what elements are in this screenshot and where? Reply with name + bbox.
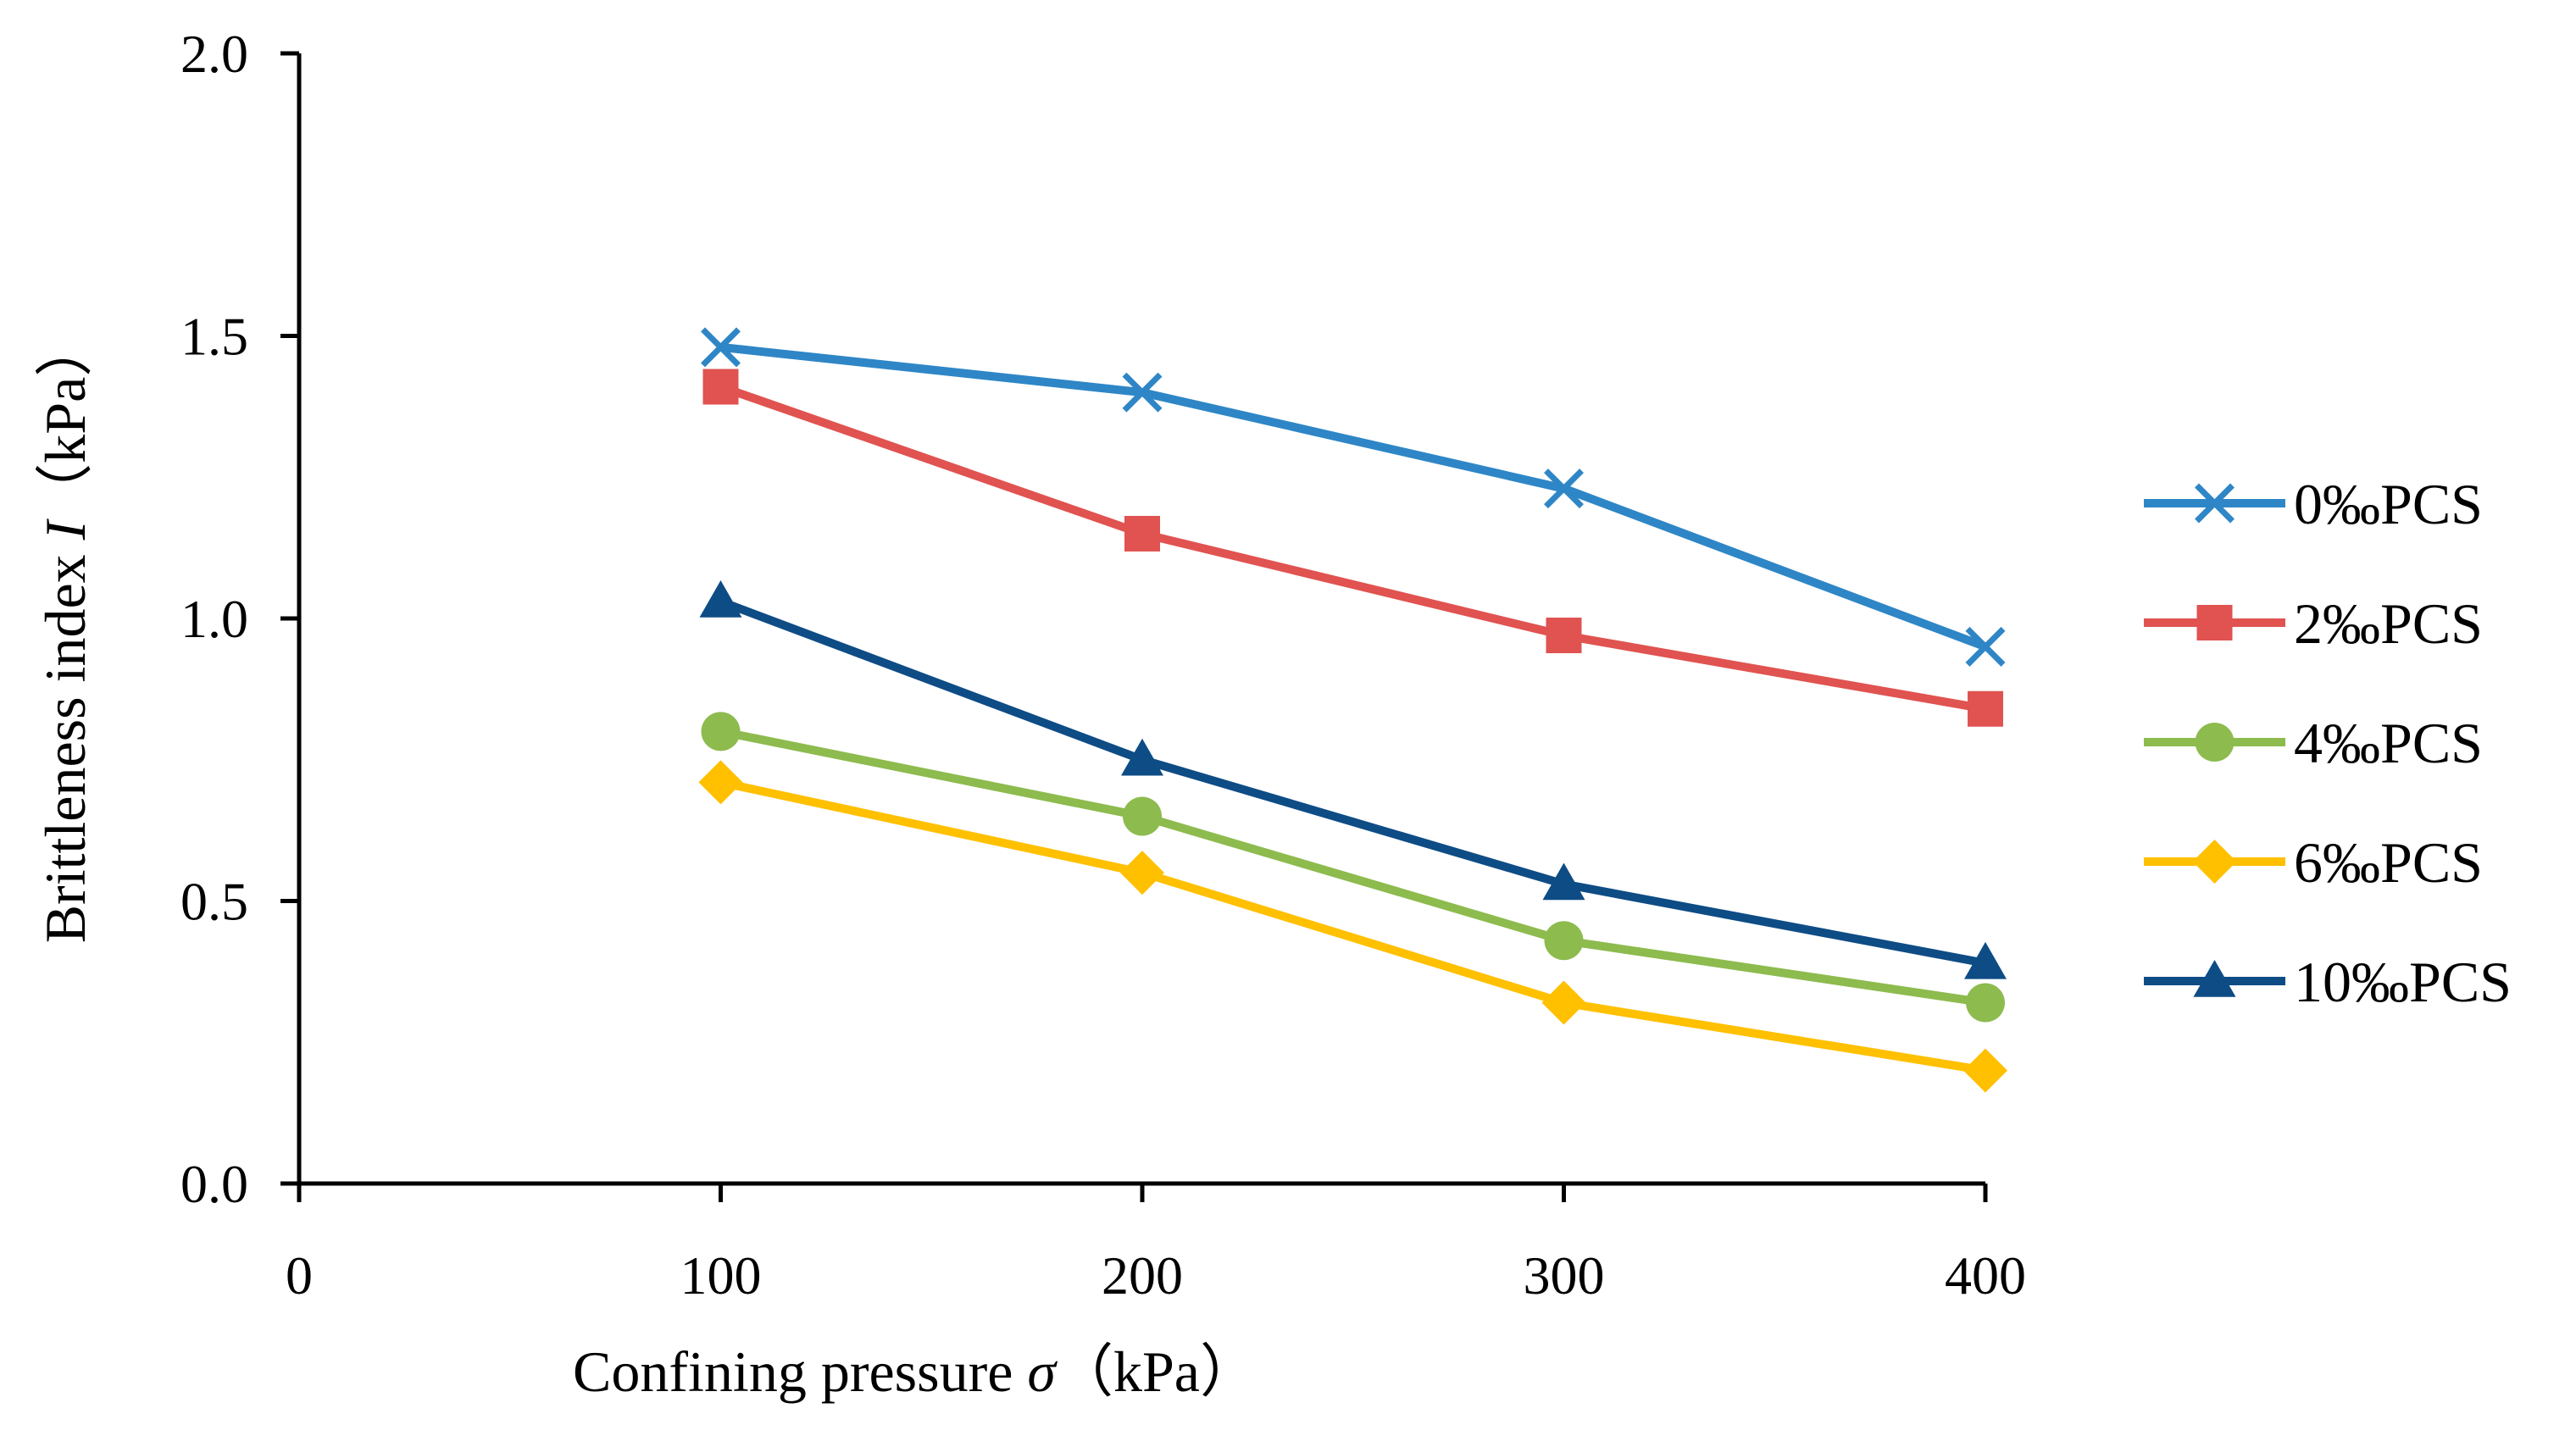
y-tick-label: 2.0: [180, 24, 248, 84]
data-point: [1546, 618, 1582, 654]
legend-swatch-marker: [2193, 960, 2236, 997]
legend-label: 4‰PCS: [2294, 711, 2483, 775]
data-point: [701, 327, 741, 368]
y-tick-label: 0.5: [180, 872, 248, 932]
legend-label: 10‰PCS: [2294, 950, 2512, 1014]
x-tick-label: 300: [1524, 1245, 1605, 1306]
legend-item: 2‰PCS: [2144, 591, 2483, 656]
data-point: [701, 712, 741, 751]
y-tick-labels: 0.0 0.5 1.0 1.5 2.0: [180, 24, 248, 1214]
x-tick-labels: 0 100 200 300 400: [286, 1245, 2026, 1306]
data-point: [1122, 372, 1163, 413]
legend-item: 6‰PCS: [2144, 830, 2483, 895]
x-tick-label: 100: [680, 1245, 762, 1306]
axes: [280, 51, 1988, 1202]
data-point: [1124, 515, 1160, 552]
data-point: [698, 760, 743, 805]
x-tick-label: 400: [1945, 1245, 2026, 1306]
data-point: [702, 369, 739, 405]
legend-item: 4‰PCS: [2144, 711, 2483, 775]
data-point: [1965, 626, 2006, 667]
series-line-2: [719, 727, 1986, 1007]
legend-swatch-marker: [2192, 840, 2237, 884]
data-point: [1120, 851, 1164, 895]
data-point: [1544, 921, 1584, 961]
data-point: [1544, 469, 1584, 509]
x-axis-title: Confining pressure σ（kPa）: [573, 1339, 1257, 1404]
legend-swatch-marker: [2195, 723, 2235, 762]
series-line-1: [719, 382, 1986, 713]
data-point: [1123, 796, 1162, 836]
legend-label: 0‰PCS: [2294, 472, 2483, 536]
x-tick-label: 200: [1102, 1245, 1183, 1306]
y-tick-label: 1.0: [180, 589, 248, 649]
series-line-4: [719, 597, 1986, 967]
legend-label: 2‰PCS: [2294, 591, 2483, 656]
y-axis-title: Brittleness index I（kPa）: [33, 319, 97, 944]
y-tick-label: 0.0: [180, 1154, 248, 1214]
data-point: [1963, 1048, 2007, 1093]
legend-label: 6‰PCS: [2294, 830, 2483, 895]
legend: 0‰PCS 2‰PCS 4‰PCS 6‰PCS 10‰PCS: [2144, 472, 2512, 1014]
series-lines: [719, 342, 1987, 1075]
y-tick-label: 1.5: [180, 307, 248, 367]
legend-swatch-marker: [2195, 483, 2235, 524]
legend-item: 10‰PCS: [2144, 950, 2512, 1014]
data-point: [1541, 980, 1586, 1025]
data-point: [1964, 941, 2007, 979]
legend-item: 0‰PCS: [2144, 472, 2483, 536]
series-line-3: [719, 778, 1986, 1075]
data-point: [1542, 862, 1585, 901]
legend-swatch-marker: [2196, 605, 2233, 640]
data-point: [1121, 738, 1163, 776]
series-markers: [698, 327, 2007, 1093]
data-point: [1966, 983, 2005, 1023]
data-point: [1968, 690, 2003, 727]
x-tick-label: 0: [286, 1245, 313, 1306]
series-line-0: [719, 342, 1987, 651]
data-point: [699, 579, 742, 618]
